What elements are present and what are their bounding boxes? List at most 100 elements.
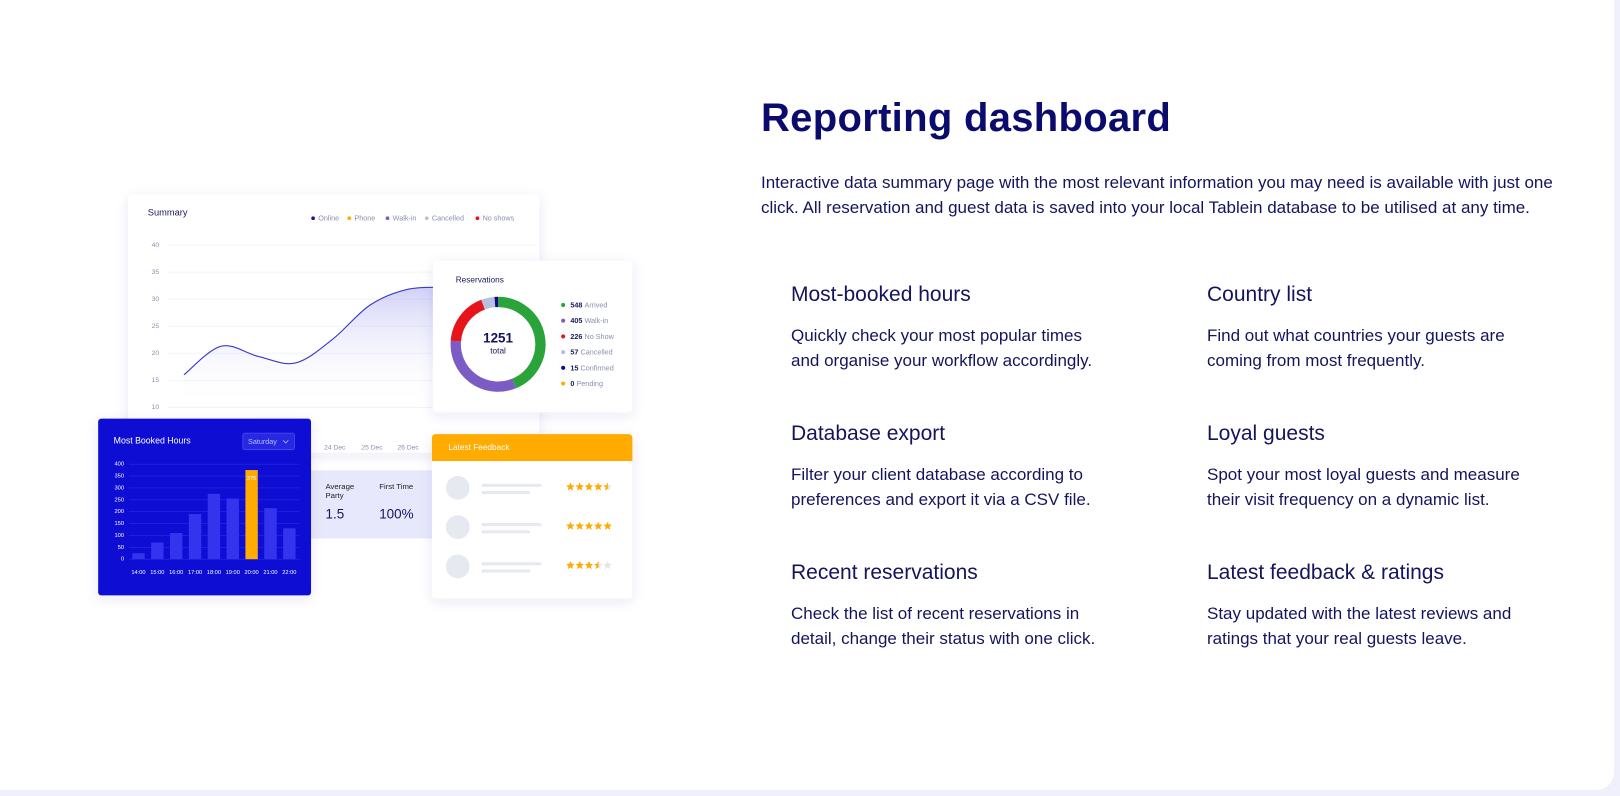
feature-title: Loyal guests [1207, 422, 1325, 445]
bar [283, 528, 296, 560]
x-tick-label: 17:00 [188, 570, 202, 576]
y-tick-label: 400 [115, 462, 124, 468]
legend-label: Cancelled [432, 214, 464, 223]
feature-title: Recent reservations [791, 561, 978, 584]
dropdown-caret [282, 440, 289, 444]
y-tick-label: 0 [121, 557, 124, 563]
star-rating [566, 521, 612, 530]
legend-item: 15 Confirmed [570, 363, 613, 372]
legend-dot [561, 302, 566, 308]
y-tick-label: 300 [115, 485, 124, 491]
line-area [183, 287, 445, 408]
star-rating [566, 560, 599, 569]
avatar-placeholder [445, 554, 470, 579]
bar [188, 514, 202, 560]
text-placeholder [481, 491, 531, 495]
legend-dot [561, 334, 566, 339]
feature-title: Country list [1207, 283, 1313, 306]
y-tick-label: 25 [152, 323, 160, 330]
text-placeholder [481, 530, 531, 534]
donut-segment [450, 340, 517, 392]
feature-description: Quickly check your most popular times an… [791, 326, 1093, 370]
legend-value: 57 [570, 348, 578, 357]
feature-title: Most-booked hours [791, 283, 971, 306]
y-tick-label: 350 [115, 474, 124, 480]
legend-item: 57 Cancelled [570, 348, 612, 357]
y-tick-label: 10 [152, 404, 160, 411]
stats-strip [310, 470, 434, 539]
legend-value: 0 [570, 379, 574, 388]
bar [207, 493, 221, 560]
y-tick-label: 30 [152, 296, 160, 303]
legend-item: 0 Pending [570, 379, 603, 388]
stat-value: 1.5 [326, 506, 345, 521]
feature-description: Stay updated with the latest reviews and… [1207, 604, 1512, 648]
x-tick-label: 24 Dec [324, 444, 346, 451]
donut-total-label: total [490, 347, 506, 356]
legend-value: 15 [570, 363, 578, 372]
legend-item: 405 Walk-in [570, 316, 608, 325]
x-tick-label: 26 Dec [398, 444, 420, 451]
legend-label: Confirmed [580, 363, 613, 372]
y-tick-label: 20 [152, 350, 160, 357]
filter-label: Saturday [248, 437, 277, 446]
feature-description: Find out what countries your guests are … [1207, 326, 1505, 370]
text-placeholder [481, 523, 542, 527]
legend-label: Pending [576, 379, 603, 388]
donut-total: 1251 [483, 331, 513, 346]
text-placeholder [481, 483, 542, 487]
y-tick-label: 200 [115, 509, 124, 515]
feature-description: Spot your most loyal guests and measure … [1207, 465, 1520, 509]
y-tick-label: 50 [118, 545, 124, 551]
legend-label: No Show [585, 332, 615, 341]
x-tick-label: 21:00 [263, 570, 277, 576]
legend-label: Arrived [585, 300, 608, 309]
donut-segment [450, 299, 486, 342]
x-tick-label: 19:00 [226, 570, 240, 576]
legend-item: 548 Arrived [570, 300, 607, 309]
legend-dot [385, 216, 390, 221]
legend-dot [561, 318, 566, 323]
bar-value-label: 375 [247, 476, 256, 482]
donut-segment [481, 296, 496, 310]
bar [264, 508, 277, 560]
feedback-card [431, 434, 633, 599]
section-description: Interactive data summary page with the m… [761, 173, 1553, 217]
bar [245, 470, 258, 560]
reservations-card [432, 260, 633, 413]
legend-label: Walk-in [393, 214, 417, 223]
card-title: Summary [148, 207, 188, 217]
legend-value: 226 [570, 332, 582, 341]
y-tick-label: 35 [152, 269, 160, 276]
card-title: Most Booked Hours [114, 436, 192, 446]
y-tick-label: 15 [152, 377, 160, 384]
legend-label: Walk-in [585, 316, 609, 325]
stat-label-box: Average Party [325, 481, 355, 501]
legend-dot [475, 216, 480, 221]
dashboard-illustration: Summary Online Phone Walk-in Cancelled No sho… [98, 194, 633, 599]
stat-value: 100% [379, 506, 413, 521]
legend-dot [424, 216, 429, 221]
legend-dot [311, 216, 315, 221]
legend-dot [561, 365, 566, 370]
y-tick-label: 100 [115, 533, 124, 539]
feature-title: Latest feedback & ratings [1207, 561, 1444, 584]
bar [151, 542, 164, 560]
stat-label-box: First Time [379, 482, 413, 491]
x-tick-label: 15:00 [150, 570, 164, 576]
feature-title: Database export [791, 422, 946, 445]
legend-label: No shows [483, 214, 515, 223]
x-tick-label: 14:00 [131, 570, 145, 576]
stat-label: Average Party [325, 481, 355, 501]
card-title: Latest Feedback [448, 443, 510, 452]
avatar-placeholder [445, 476, 470, 500]
feature-description: Check the list of recent reservations in… [791, 604, 1096, 648]
x-tick-label: 18:00 [207, 570, 221, 576]
legend-value: 548 [570, 300, 582, 309]
y-tick-label: 40 [152, 242, 160, 249]
legend-label: Online [318, 214, 339, 223]
line [183, 286, 445, 376]
card-title: Reservations [456, 275, 504, 284]
filter-dropdown[interactable] [242, 432, 295, 451]
legend-item: 226 No Show [570, 332, 614, 341]
